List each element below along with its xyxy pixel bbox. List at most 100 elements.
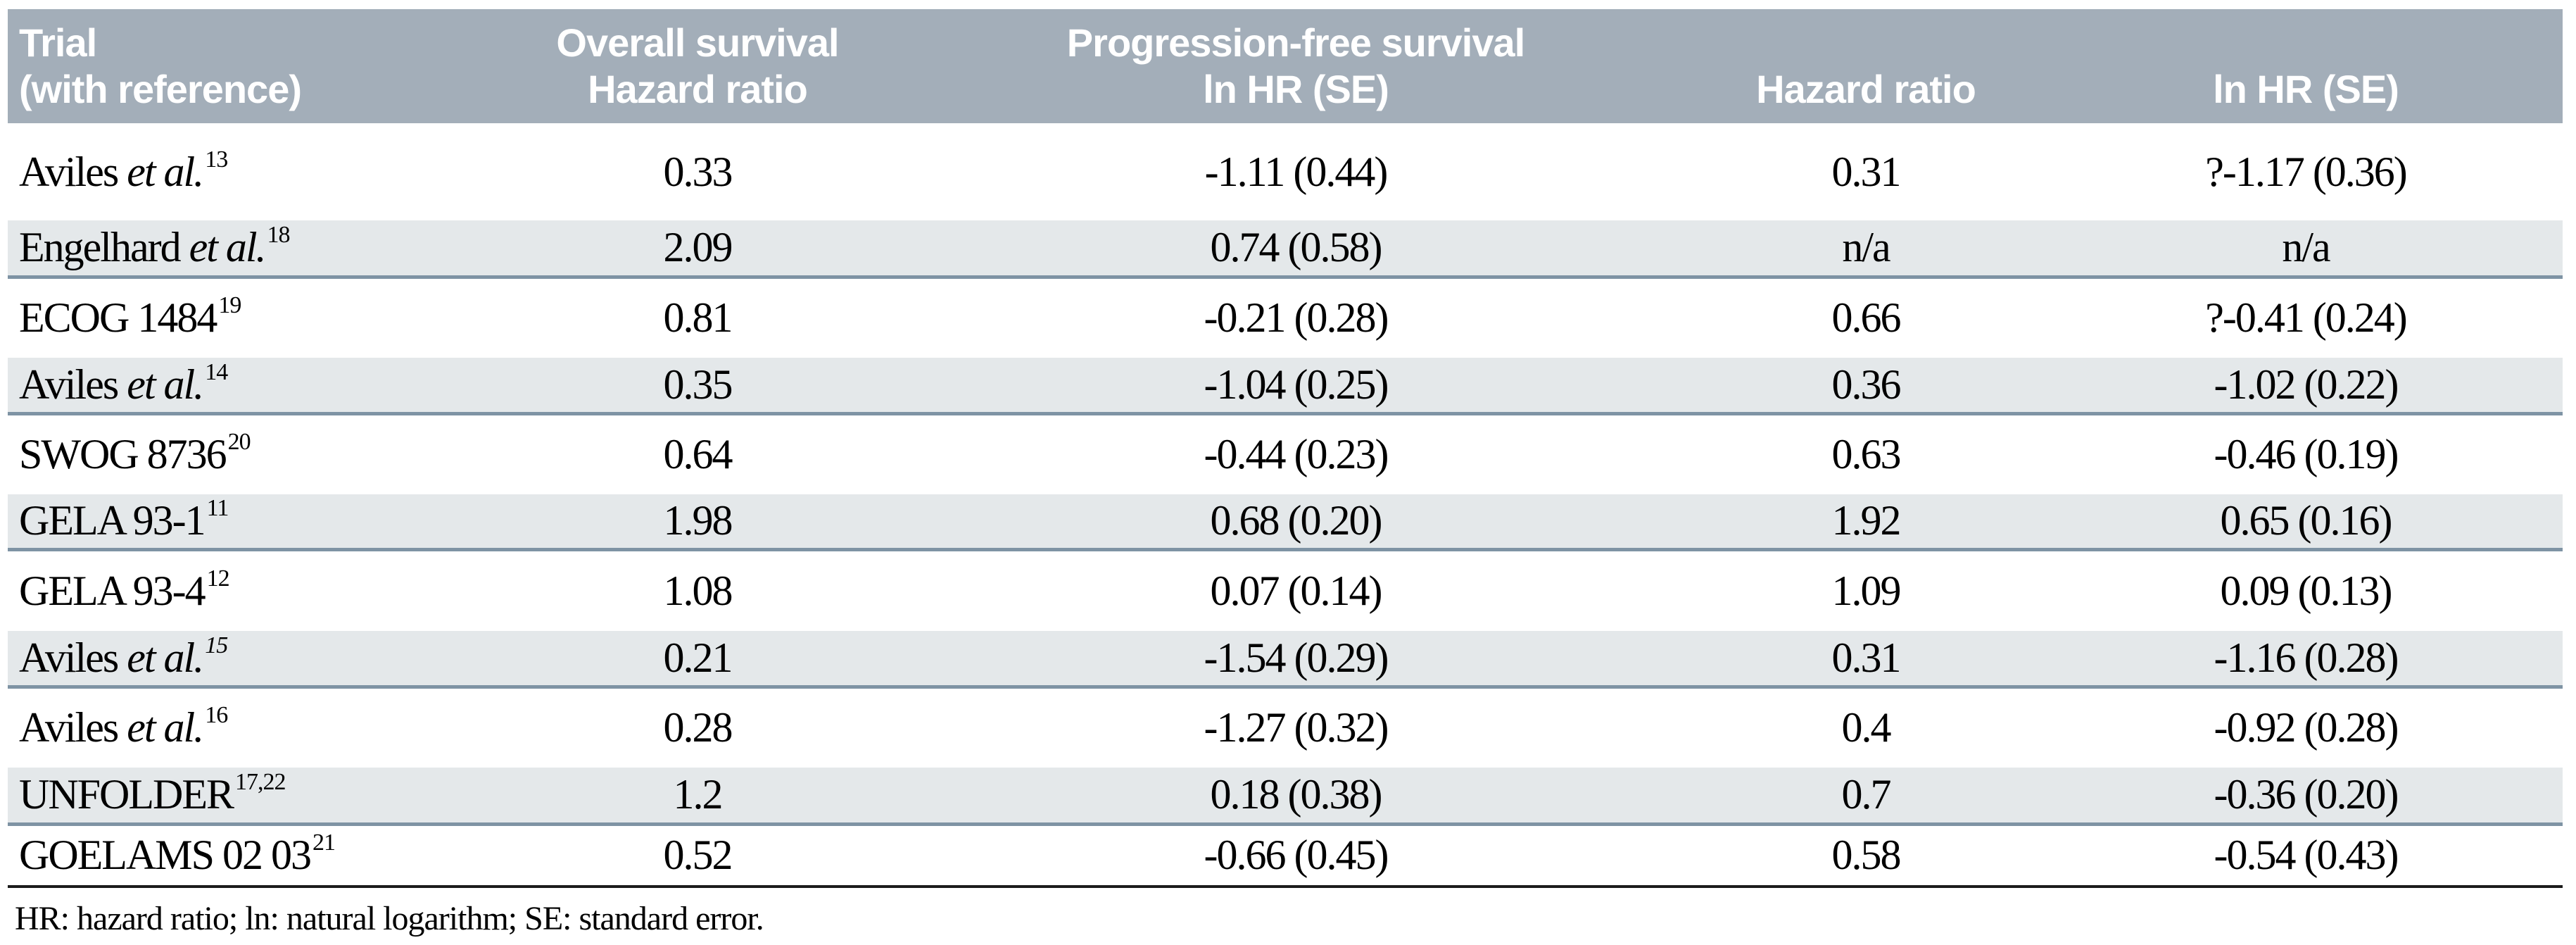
trial-name: UNFOLDER: [19, 771, 234, 818]
pfs-ln-hr-se-cell: -0.21 (0.28): [1204, 294, 1389, 342]
ln-hr-se-cell: 0.65 (0.16): [2049, 494, 2563, 551]
header-trial: Trial (with reference): [8, 9, 486, 123]
pfs-hazard-ratio-cell: 1.92: [1683, 494, 2049, 551]
trial-name: ECOG 1484: [19, 294, 217, 342]
ln-hr-se-cell: -0.92 (0.28): [2214, 704, 2399, 751]
trial-name: GOELAMS 02 03: [19, 832, 312, 879]
trial-name-cell: Engelhard et al.18: [8, 220, 486, 279]
trial-etal: et al.: [189, 224, 267, 271]
trial-name-cell: ECOG 148419: [8, 277, 486, 358]
pfs-ln-hr-se-cell: -1.54 (0.29): [909, 631, 1683, 689]
table-row: Aviles et al.14 0.35 -1.04 (0.25) 0.36 -1.02 …: [8, 358, 2563, 415]
trial-name-cell: Aviles et al.13: [8, 123, 486, 220]
pfs-hazard-ratio-cell: 0.36: [1683, 358, 2049, 415]
os-hazard-ratio-cell: 0.21: [486, 631, 909, 689]
os-hazard-ratio-cell: 1.2: [486, 768, 909, 826]
trial-reference-superscript: 17,22: [235, 769, 286, 796]
os-hazard-ratio-cell: 1.98: [486, 494, 909, 551]
trial-name: Engelhard: [19, 224, 182, 271]
trial-reference-superscript: 16: [205, 702, 228, 729]
pfs-hazard-ratio-cell: 0.31: [1683, 631, 2049, 689]
pfs-hazard-ratio-cell: 0.31: [1831, 148, 1902, 195]
pfs-hazard-ratio-cell: 0.58: [1683, 824, 2049, 888]
ln-hr-se-cell: n/a: [2049, 220, 2563, 279]
pfs-ln-hr-se-cell: 0.68 (0.20): [909, 494, 1683, 551]
trial-etal: et al.: [127, 361, 204, 408]
pfs-ln-hr-se-cell: -1.11 (0.44): [1204, 148, 1389, 195]
trial-reference-superscript: 20: [227, 429, 251, 456]
header-overall-survival: Overall survival: [556, 20, 839, 65]
table-row: UNFOLDER17,22 1.2 0.18 (0.38) 0.7 -0.36 (0.2…: [8, 768, 2563, 826]
ln-hr-se-cell: -0.36 (0.20): [2049, 768, 2563, 826]
header-trial-line2: (with reference): [19, 67, 302, 111]
os-hazard-ratio-cell: 0.28: [663, 704, 733, 751]
header-progression-free-survival: Progression-free survival: [1066, 20, 1525, 65]
table-row: Engelhard et al.18 2.09 0.74 (0.58) n/a n/a: [8, 220, 2563, 279]
trial-name-cell: UNFOLDER17,22: [8, 768, 486, 826]
pfs-ln-hr-se-cell: -1.27 (0.32): [1204, 704, 1389, 751]
header-pfs-hazard-ratio-spacer: [1683, 20, 2049, 66]
os-hazard-ratio-cell: 0.35: [486, 358, 909, 415]
trial-reference-superscript: 18: [267, 222, 291, 249]
trial-reference-superscript: 21: [312, 830, 336, 856]
pfs-ln-hr-se-cell: -1.04 (0.25): [909, 358, 1683, 415]
table-row: Aviles et al.16 0.28 -1.27 (0.32) 0.4 -0.92 (…: [8, 687, 2563, 768]
trial-name-cell: GOELAMS 02 0321: [8, 824, 486, 888]
os-hazard-ratio-cell: 0.64: [663, 431, 733, 478]
trial-reference-superscript: 11: [206, 495, 229, 522]
header-row: Trial (with reference) Overall survival …: [8, 9, 2563, 123]
table-row: GELA 93-412 1.08 0.07 (0.14) 1.09 0.09 (0.13…: [8, 549, 2563, 631]
trial-reference-superscript: 15: [205, 632, 228, 658]
trial-name-cell: Aviles et al.15: [8, 631, 486, 689]
ln-hr-se-cell: 0.09 (0.13): [2220, 567, 2393, 614]
trial-reference-superscript: 14: [205, 358, 228, 385]
trial-etal: et al.: [127, 704, 204, 751]
os-hazard-ratio-cell: 0.81: [663, 294, 733, 342]
header-pfs-hazard-ratio-label: Hazard ratio: [1756, 67, 1976, 111]
table-body: Aviles et al.13 0.33 -1.11 (0.44) 0.31 ?-1.17…: [8, 123, 2563, 888]
table-row: GELA 93-111 1.98 0.68 (0.20) 1.92 0.65 (0.16…: [8, 494, 2563, 551]
os-hazard-ratio-cell: 2.09: [486, 220, 909, 279]
pfs-hazard-ratio-cell: 0.66: [1831, 294, 1902, 342]
header-ln-hr-se: ln HR (SE): [2049, 9, 2563, 123]
header-trial-line1: Trial: [19, 20, 97, 65]
trial-reference-superscript: 13: [205, 146, 228, 173]
trial-name-cell: Aviles et al.16: [8, 687, 486, 768]
table-row: Aviles et al.13 0.33 -1.11 (0.44) 0.31 ?-1.17…: [8, 123, 2563, 220]
pfs-ln-hr-se-cell: 0.18 (0.38): [909, 768, 1683, 826]
ln-hr-se-cell: -0.54 (0.43): [2049, 824, 2563, 888]
pfs-hazard-ratio-cell: 0.4: [1841, 704, 1892, 751]
header-ln-hr-se-spacer: [2049, 20, 2563, 66]
trial-reference-superscript: 12: [206, 565, 230, 592]
trial-etal: et al.: [127, 634, 204, 681]
pfs-hazard-ratio-cell: 1.09: [1831, 567, 1902, 614]
pfs-hazard-ratio-cell: 0.63: [1831, 431, 1902, 478]
pfs-ln-hr-se-cell: 0.74 (0.58): [909, 220, 1683, 279]
header-ln-hr-se-label: ln HR (SE): [2213, 67, 2399, 111]
trials-table: Trial (with reference) Overall survival …: [8, 9, 2563, 888]
header-os-hazard-ratio: Hazard ratio: [588, 67, 808, 111]
header-pfs-hazard-ratio: Hazard ratio: [1683, 9, 2049, 123]
trial-name-cell: GELA 93-111: [8, 494, 486, 551]
os-hazard-ratio-cell: 1.08: [663, 567, 733, 614]
pfs-ln-hr-se-cell: -0.66 (0.45): [909, 824, 1683, 888]
pfs-hazard-ratio-cell: n/a: [1683, 220, 2049, 279]
ln-hr-se-cell: ?-0.41 (0.24): [2205, 294, 2408, 342]
table-row: SWOG 873620 0.64 -0.44 (0.23) 0.63 -0.46 (0.…: [8, 413, 2563, 494]
pfs-ln-hr-se-cell: -0.44 (0.23): [1204, 431, 1389, 478]
os-hazard-ratio-cell: 0.52: [486, 824, 909, 888]
trial-name: Aviles: [19, 361, 119, 408]
table-row: GOELAMS 02 0321 0.52 -0.66 (0.45) 0.58 -0.54…: [8, 824, 2563, 888]
trial-name: Aviles: [19, 634, 119, 681]
ln-hr-se-cell: ?-1.17 (0.36): [2205, 148, 2408, 195]
pfs-ln-hr-se-cell: 0.07 (0.14): [1210, 567, 1383, 614]
pfs-hazard-ratio-cell: 0.7: [1683, 768, 2049, 826]
header-overall-survival-hazard-ratio: Overall survival Hazard ratio: [486, 9, 909, 123]
table-row: Aviles et al.15 0.21 -1.54 (0.29) 0.31 -1.16 …: [8, 631, 2563, 689]
ln-hr-se-cell: -0.46 (0.19): [2214, 431, 2399, 478]
trial-reference-superscript: 19: [218, 292, 241, 319]
trial-name-cell: GELA 93-412: [8, 549, 486, 631]
trial-name-cell: SWOG 873620: [8, 413, 486, 494]
header-progression-free-survival-ln-hr: Progression-free survival ln HR (SE): [909, 9, 1683, 123]
